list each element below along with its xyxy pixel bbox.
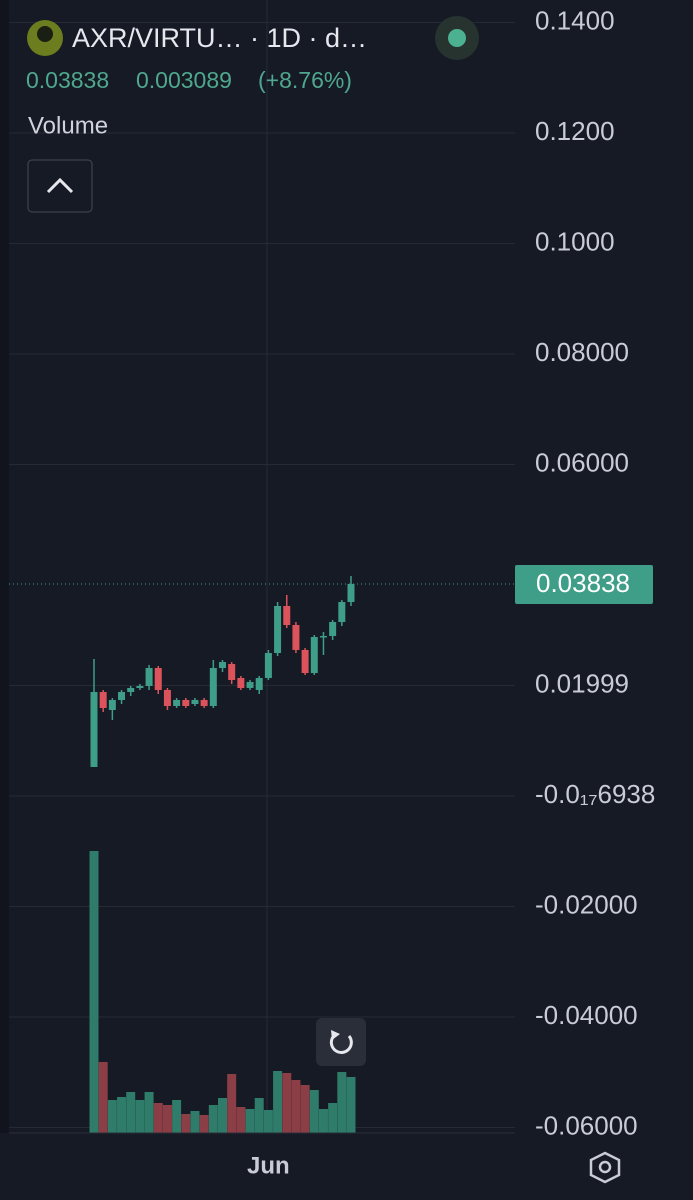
volume-bar bbox=[282, 1073, 292, 1133]
candle-body bbox=[301, 649, 309, 674]
status-dot bbox=[448, 29, 466, 47]
y-tick-label: 0.06000 bbox=[535, 447, 629, 477]
candle-body bbox=[237, 677, 245, 688]
volume-bar bbox=[199, 1115, 209, 1133]
left-edge bbox=[0, 0, 9, 1200]
reset-arrow bbox=[331, 1030, 340, 1040]
candle-body bbox=[209, 667, 217, 706]
candle-body bbox=[219, 662, 226, 668]
volume-bar bbox=[208, 1105, 218, 1133]
volume-bar bbox=[153, 1103, 163, 1133]
volume-bar bbox=[135, 1100, 145, 1133]
x-tick-label: Jun bbox=[247, 1152, 290, 1179]
reset-button[interactable] bbox=[316, 1018, 366, 1066]
volume-bar bbox=[300, 1085, 310, 1133]
y-tick-label: 0.1400 bbox=[535, 5, 615, 35]
candle-body bbox=[145, 667, 153, 686]
y-tick-label: 0.1200 bbox=[535, 116, 615, 146]
y-tick-label: -0.04000 bbox=[535, 1000, 638, 1030]
avatar-face bbox=[37, 26, 53, 42]
candle-body bbox=[200, 699, 208, 706]
candle-body bbox=[127, 687, 135, 693]
volume-bar bbox=[337, 1072, 347, 1133]
candle-body bbox=[191, 699, 199, 705]
volume-bar bbox=[236, 1107, 246, 1133]
candle-body bbox=[292, 625, 300, 650]
volume-bar bbox=[172, 1100, 182, 1133]
settings-icon bbox=[598, 1160, 612, 1174]
volume-bar bbox=[245, 1109, 255, 1133]
chevron-icon bbox=[46, 177, 74, 194]
settings-button[interactable] bbox=[589, 1151, 621, 1184]
candle-body bbox=[283, 606, 291, 626]
candle-body bbox=[118, 692, 126, 700]
volume-bar bbox=[190, 1111, 200, 1133]
y-tick-label: -0.02000 bbox=[535, 889, 638, 919]
change: 0.003089 bbox=[136, 67, 232, 93]
candle-body bbox=[173, 699, 181, 706]
y-tick-label: 0.1000 bbox=[535, 226, 615, 256]
candle-body bbox=[136, 685, 144, 688]
volume-bar bbox=[254, 1098, 264, 1133]
plot bbox=[9, 576, 515, 1133]
volume-bar bbox=[117, 1097, 127, 1133]
volume-bar bbox=[273, 1071, 283, 1133]
collapse-button[interactable] bbox=[27, 159, 93, 213]
candle-body bbox=[329, 622, 337, 637]
last-price: 0.03838 bbox=[26, 67, 109, 93]
chart-title: AXR/VIRTU… · 1D · d… bbox=[72, 23, 367, 53]
volume-label: Volume bbox=[28, 112, 108, 139]
volume-bar bbox=[309, 1090, 319, 1133]
last-price-tag bbox=[515, 564, 653, 604]
volume-bar bbox=[126, 1092, 136, 1133]
y-tick-label: -0.06000 bbox=[535, 1110, 638, 1140]
candle-body bbox=[163, 689, 171, 706]
volume-bar bbox=[107, 1100, 117, 1133]
candle-body bbox=[182, 699, 190, 706]
last-price-tag-label: 0.03838 bbox=[536, 568, 630, 598]
volume-bar bbox=[162, 1105, 172, 1133]
volume-bar bbox=[98, 1062, 108, 1133]
y-tick-label: -0.0₁₇6938 bbox=[535, 779, 655, 809]
candle-body bbox=[274, 606, 282, 654]
time-axis-pane bbox=[0, 1133, 693, 1200]
candle-body bbox=[338, 602, 346, 623]
candle-body bbox=[264, 653, 272, 678]
candle-body bbox=[154, 667, 162, 690]
candle-body bbox=[90, 692, 98, 767]
candle-body bbox=[228, 664, 236, 680]
y-tick-label: 0.01999 bbox=[535, 668, 629, 698]
y-tick-label: 0.08000 bbox=[535, 337, 629, 367]
volume-bar bbox=[346, 1077, 356, 1133]
volume-bar bbox=[218, 1098, 227, 1133]
candle-body bbox=[255, 677, 263, 690]
volume-bar bbox=[181, 1114, 191, 1133]
candle-body bbox=[310, 636, 318, 674]
volume-bar bbox=[263, 1110, 273, 1133]
candle-body bbox=[347, 583, 355, 603]
change-pct: (+8.76%) bbox=[258, 67, 352, 93]
volume-bar bbox=[291, 1080, 301, 1133]
volume-bar bbox=[318, 1109, 328, 1133]
volume-bar bbox=[227, 1074, 237, 1133]
candle-body bbox=[108, 699, 116, 710]
volume-bar bbox=[144, 1092, 154, 1133]
volume-bar bbox=[89, 851, 99, 1133]
candle-body bbox=[99, 692, 107, 708]
volume-bar bbox=[328, 1103, 338, 1133]
candle-body bbox=[246, 682, 254, 688]
candle-body bbox=[319, 636, 327, 638]
